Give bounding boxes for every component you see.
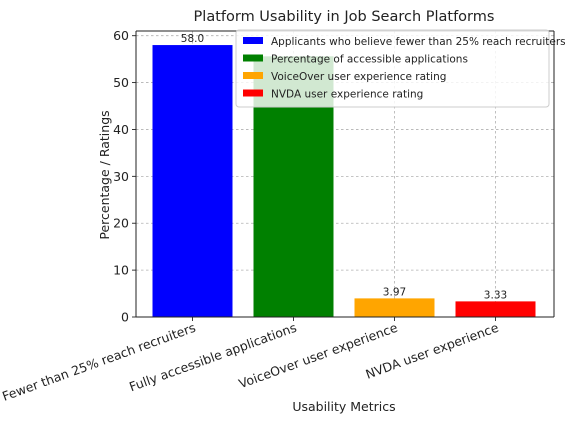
y-tick-label: 60 [113,28,129,43]
y-tick-label: 20 [113,216,129,231]
x-axis-label: Usability Metrics [292,399,395,414]
x-tick-label-3: VoiceOver user experience [237,320,400,392]
x-tick-label-2: Fully accessible applications [127,320,298,395]
x-tick-label-1: Fewer than 25% reach recruiters [0,320,197,404]
legend-label-2: Percentage of accessible applications [271,54,468,66]
data-label-4: 3.33 [484,289,507,301]
legend-label-4: NVDA user experience rating [271,89,423,101]
legend-box [235,29,550,108]
y-tick-label: 30 [113,169,129,184]
bar-1 [152,45,233,317]
data-label-1: 58.0 [181,33,204,45]
legend: Applicants who believe fewer than 25% re… [235,29,565,108]
legend-swatch-2 [243,54,263,62]
legend-swatch-4 [243,89,263,97]
legend-swatch-1 [243,37,263,44]
y-axis-label: Percentage / Ratings [97,110,112,239]
y-tick-label: 50 [113,75,129,90]
y-tick-label: 0 [121,310,129,325]
y-tick-label: 10 [113,263,129,278]
legend-label-1: Applicants who believe fewer than 25% re… [271,36,565,48]
chart-title: Platform Usability in Job Search Platfor… [194,9,495,25]
y-ticks: 0 10 20 30 40 50 60 [113,28,136,325]
y-tick-label: 40 [113,122,129,137]
data-label-3: 3.97 [383,286,406,298]
bar-4 [455,301,536,317]
legend-label-3: VoiceOver user experience rating [271,71,446,83]
bar-3 [354,298,435,317]
legend-swatch-3 [243,72,263,79]
data-labels: 58.0 3.97 3.33 [181,33,507,301]
